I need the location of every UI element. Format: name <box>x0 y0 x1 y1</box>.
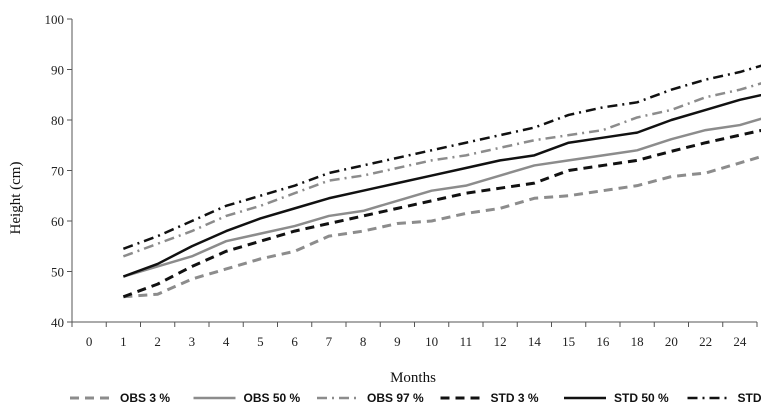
series-line-3 <box>122 128 761 299</box>
y-tick-label: 60 <box>51 214 64 229</box>
series-line-5 <box>122 64 761 250</box>
legend-label: OBS 3 % <box>120 391 170 405</box>
x-tick-label: 9 <box>394 334 401 349</box>
series-lines <box>122 64 761 299</box>
x-tick-label: 24 <box>733 334 747 349</box>
series-line-4 <box>122 93 761 278</box>
legend-label: STD 50 % <box>614 391 669 405</box>
x-axis-title: Months <box>390 370 436 386</box>
series-line-2 <box>122 82 761 258</box>
x-tick-label: 8 <box>360 334 367 349</box>
x-tick-label: 15 <box>562 334 575 349</box>
y-axis-title: Height (cm) <box>8 162 24 235</box>
x-tick-label: 0 <box>86 334 93 349</box>
x-tick-label: 14 <box>528 334 542 349</box>
x-tick-label: 10 <box>425 334 438 349</box>
y-tick-label: 40 <box>51 315 64 330</box>
legend-label: OBS 97 % <box>367 391 424 405</box>
y-tick-label: 50 <box>51 265 64 280</box>
x-tick-label: 2 <box>154 334 161 349</box>
y-tick-label: 80 <box>51 113 64 128</box>
x-tick-label: 18 <box>631 334 644 349</box>
legend: OBS 3 % OBS 50 % OBS 97 % STD 3 % STD 50 % ST… <box>70 391 761 405</box>
x-tick-label: 5 <box>257 334 264 349</box>
x-tick-label: 6 <box>291 334 298 349</box>
series-line-1 <box>123 117 761 278</box>
x-tick-label: 4 <box>223 334 230 349</box>
y-tick-label: 90 <box>51 63 64 78</box>
x-tick-label: 3 <box>189 334 196 349</box>
x-tick-label: 16 <box>596 334 610 349</box>
y-tick-label: 70 <box>51 164 64 179</box>
x-tick-label: 1 <box>120 334 127 349</box>
legend-label: STD 3 % <box>491 391 539 405</box>
x-tick-label: 11 <box>460 334 473 349</box>
legend-label: STD 97 % <box>738 391 761 405</box>
series-line-0 <box>123 155 761 299</box>
x-tick-label: 7 <box>326 334 333 349</box>
legend-label: OBS 50 % <box>244 391 301 405</box>
x-tick-label: 22 <box>699 334 712 349</box>
y-tick-label: 100 <box>45 12 65 27</box>
x-tick-label: 12 <box>494 334 507 349</box>
x-tick-label: 20 <box>665 334 678 349</box>
